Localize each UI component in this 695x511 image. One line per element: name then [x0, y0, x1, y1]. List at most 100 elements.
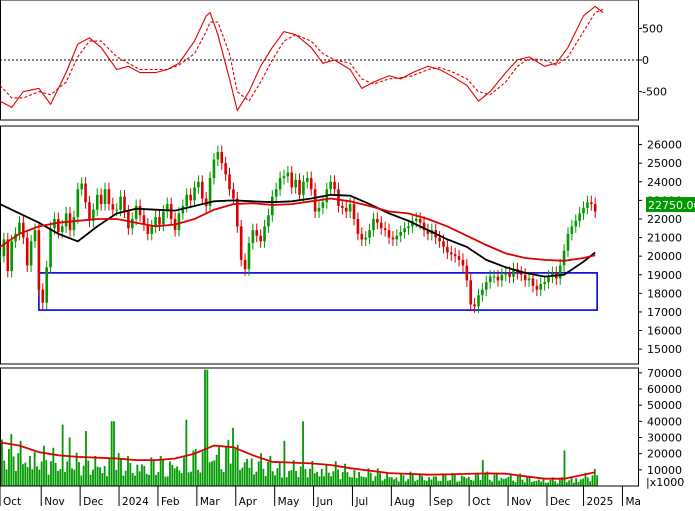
price-candle-body: [204, 198, 208, 206]
volume-bar: [220, 469, 223, 486]
volume-bar: [463, 476, 466, 486]
price-candle-body: [239, 226, 243, 260]
volume-bar: [395, 477, 398, 486]
volume-bar: [542, 479, 545, 486]
volume-bar: [26, 467, 29, 486]
volume-bar: [456, 481, 459, 486]
volume-bar: [115, 469, 118, 486]
price-candle-body: [127, 211, 130, 229]
moving-average-long: [0, 197, 596, 262]
price-candle-body: [473, 304, 476, 307]
volume-bar: [171, 464, 174, 486]
price-candle-body: [356, 218, 360, 234]
volume-bar: [66, 461, 69, 486]
price-candle-body: [111, 204, 115, 210]
volume-bar: [327, 472, 330, 486]
price-candle-body: [562, 250, 566, 266]
volume-bar: [236, 444, 239, 486]
volume-bar: [344, 463, 346, 486]
price-candle-body: [255, 230, 259, 236]
price-candle-body: [88, 202, 91, 221]
volume-bar: [353, 470, 356, 486]
price-candle-body: [298, 179, 301, 195]
volume-bar: [82, 465, 85, 486]
volume-bar: [376, 468, 379, 486]
price-candle-body: [368, 230, 371, 238]
volume-bar: [199, 472, 202, 486]
price-candle-body: [10, 241, 13, 272]
volume-bar: [92, 469, 94, 486]
price-candle-body: [442, 241, 445, 247]
price-candle-body: [481, 289, 484, 296]
volume-bar: [449, 480, 452, 486]
volume-bar: [477, 472, 480, 486]
price-candle-body: [142, 215, 146, 225]
volume-bar: [40, 461, 43, 486]
price-candle-body: [504, 272, 508, 275]
x-tick-label: Nov: [511, 496, 532, 508]
volume-bar: [52, 447, 55, 486]
volume-average-line: [0, 441, 596, 480]
volume-bar: [87, 460, 90, 486]
volume-bar: [442, 473, 444, 486]
volume-bar: [493, 474, 496, 486]
x-tick-label: Dec: [550, 496, 571, 508]
price-candle-body: [92, 209, 95, 221]
volume-bar: [47, 474, 50, 486]
volume-bar: [283, 440, 286, 486]
volume-bar: [521, 479, 524, 486]
price-candle-body: [488, 276, 492, 283]
volume-bar: [470, 480, 473, 486]
volume-bar: [479, 480, 482, 486]
volume-bar: [43, 445, 45, 486]
volume-bar: [390, 477, 393, 486]
volume-bar: [143, 466, 146, 486]
volume-bar: [250, 458, 253, 486]
price-candle-body: [247, 243, 251, 270]
volume-bar: [519, 473, 522, 486]
volume-bar: [152, 459, 155, 486]
y-tick-label: -500: [642, 86, 667, 99]
volume-bar: [213, 460, 216, 486]
price-candle-body: [130, 218, 134, 229]
volume-bar: [362, 476, 365, 486]
volume-panel: 70000 60000 50000 40000 30000 20000 10000|x100…: [0, 367, 684, 489]
price-candle-body: [465, 265, 469, 281]
volume-bar: [271, 471, 274, 486]
price-candle-body: [220, 152, 224, 164]
volume-bar: [537, 479, 540, 486]
price-candle-body: [41, 289, 45, 303]
volume-bar: [274, 475, 276, 486]
volume-bar: [318, 476, 321, 486]
volume-bar: [50, 461, 52, 486]
price-candle-body: [391, 237, 395, 240]
volume-bar: [110, 421, 113, 486]
volume-bar: [572, 482, 575, 486]
price-candle-body: [6, 239, 10, 272]
volume-bar: [229, 463, 232, 486]
volume-bar: [432, 476, 435, 486]
volume-bar: [227, 439, 230, 486]
volume-bar: [264, 476, 267, 486]
x-tick-label: May: [278, 496, 300, 508]
volume-bar: [117, 453, 120, 486]
price-candle-body: [154, 217, 157, 227]
volume-bar: [423, 480, 426, 486]
volume-bar: [120, 459, 122, 486]
volume-bar: [507, 476, 510, 486]
volume-bar: [488, 479, 491, 486]
volume-bar: [428, 477, 430, 486]
price-candle-body: [364, 237, 367, 240]
price-candle-body: [282, 176, 286, 179]
y-tick-label: 0: [642, 54, 649, 67]
volume-bar: [337, 469, 339, 486]
panel-frame: [0, 125, 639, 365]
price-candle-body: [212, 159, 216, 179]
volume-bar: [68, 437, 71, 486]
volume-bar: [180, 473, 183, 486]
volume-bar: [8, 449, 10, 486]
volume-bar: [243, 462, 246, 486]
volume-bar: [491, 481, 494, 486]
volume-bar: [509, 474, 512, 486]
